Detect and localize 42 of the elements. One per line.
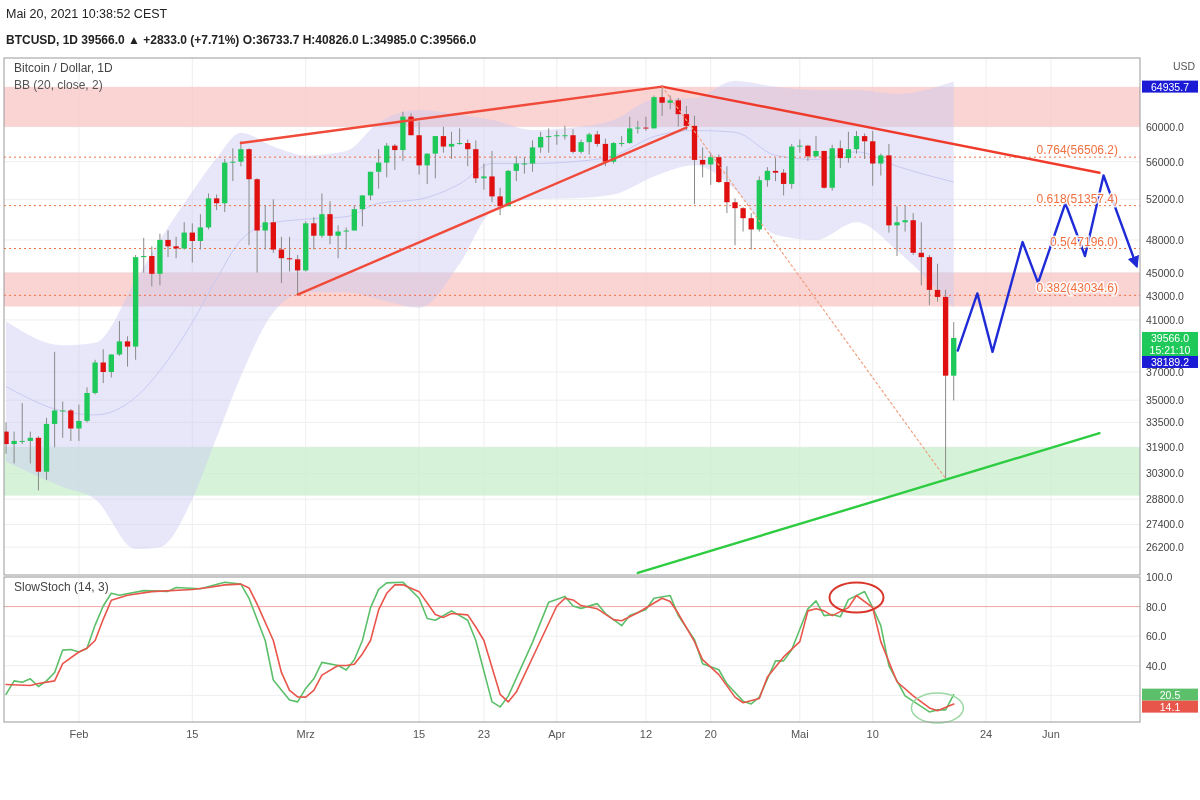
y-tick-label: 41000.0 xyxy=(1146,313,1185,326)
x-tick-label: Mrz xyxy=(296,728,315,740)
y-tick-label: 35000.0 xyxy=(1146,394,1185,407)
y-tick-label: 45000.0 xyxy=(1146,266,1185,279)
y-tick-label: 26200.0 xyxy=(1146,541,1185,554)
x-tick-label: Feb xyxy=(69,728,89,740)
y-tick-label: 28800.0 xyxy=(1146,493,1185,506)
y-tick-label: 48000.0 xyxy=(1146,233,1185,246)
x-tick-label: 20 xyxy=(704,728,717,740)
ref-line-label: 0.764(56506.2) xyxy=(1036,143,1118,158)
y-tick-label: 30300.0 xyxy=(1146,467,1185,480)
x-tick-label: 12 xyxy=(639,728,653,740)
chart-title: Bitcoin / Dollar, 1D xyxy=(14,61,114,75)
y-tick-label: 56000.0 xyxy=(1146,155,1185,168)
chart-subtitle: BTCUSD, 1D 39566.0 ▲ +2833.0 (+7.71%) O:36733.7 H:40826.0 L:34985.0 C:39566.0 xyxy=(6,33,477,47)
y-tick-label: 52000.0 xyxy=(1146,193,1185,206)
x-tick-label: 23 xyxy=(477,728,491,740)
x-tick-label: 15 xyxy=(186,728,199,740)
text: Mai 20, 2021 10:38:52 CEST xyxy=(6,7,168,21)
y-tick-label: 33500.0 xyxy=(1146,416,1185,429)
x-tick-label: 15 xyxy=(412,728,426,740)
y-tick-label: 60000.0 xyxy=(1146,120,1185,133)
x-tick-label: 10 xyxy=(866,728,879,740)
price-tag: 39566.0 xyxy=(1142,332,1198,344)
y-tick-label: 60.0 xyxy=(1146,630,1167,643)
x-tick-label: Jun xyxy=(1042,728,1060,740)
y-tick-label: 37000.0 xyxy=(1146,366,1185,378)
y-tick-label: 100.0 xyxy=(1146,571,1173,583)
chart-title: SlowStoch (14, 3) xyxy=(14,580,109,594)
y-tick-label: 27400.0 xyxy=(1146,518,1185,531)
y-tick-label: 31900.0 xyxy=(1146,441,1185,454)
x-tick-label: 24 xyxy=(979,728,993,740)
price-tag: 64935.7 xyxy=(1142,80,1198,93)
y-tick-label: 43000.0 xyxy=(1146,289,1185,302)
text: USD xyxy=(1172,60,1196,72)
annotation: BB (20, close, 2) xyxy=(14,78,103,92)
x-tick-label: Mai xyxy=(790,728,809,740)
ref-line-label: 0.382(43034.6) xyxy=(1036,281,1118,296)
y-tick-label: 40.0 xyxy=(1146,659,1167,672)
price-tag: 20.5 xyxy=(1142,688,1198,701)
x-tick-label: Apr xyxy=(548,728,566,740)
y-tick-label: 80.0 xyxy=(1146,600,1167,613)
